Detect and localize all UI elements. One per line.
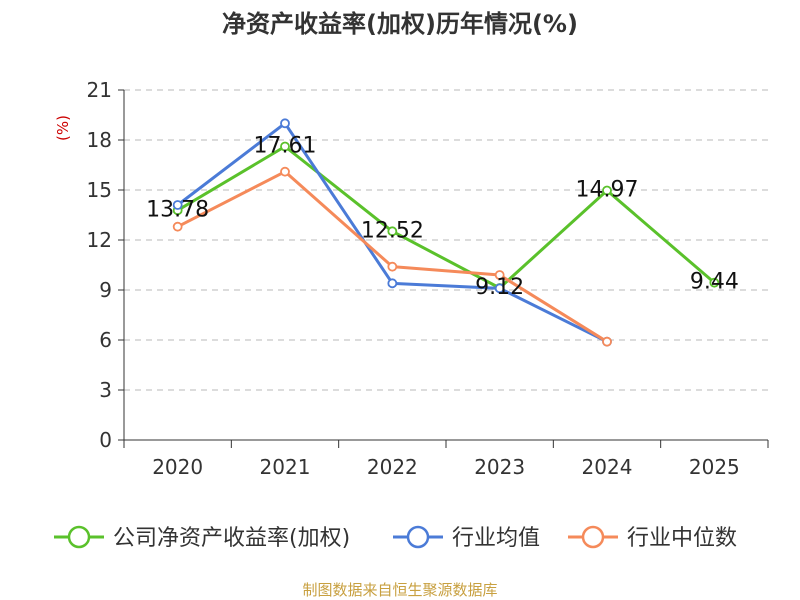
y-axis-unit-label: (%) [54,115,72,141]
legend[interactable]: 公司净资产收益率(加权) 行业均值 行业中位数 [54,525,737,551]
y-tick-label-21: 21 [87,78,112,102]
series-0-point-2024[interactable] [602,185,612,196]
x-tick-label-2025: 2025 [689,455,740,479]
data-labels: 13.78 17.61 12.52 9.12 14.97 9.44 [146,134,739,301]
series-1-point-2023[interactable] [494,283,505,294]
y-tick-label-18: 18 [87,128,112,152]
y-tick-label-6: 6 [99,328,112,352]
legend-marker-2 [581,525,605,549]
legend-item-2[interactable]: 行业中位数 [568,525,737,551]
x-tick-label-2023: 2023 [474,455,525,479]
legend-label-2: 行业中位数 [627,526,737,551]
legend-label-0: 公司净资产收益率(加权) [113,526,350,551]
data-label-2024: 14.97 [576,178,639,203]
y-tick-label-9: 9 [99,278,112,302]
series-2-point-2023[interactable] [494,270,505,280]
legend-label-1: 行业均值 [452,526,540,551]
data-source-note: 制图数据来自恒生聚源数据库 [302,581,497,599]
data-label-2023: 9.12 [475,275,524,300]
y-tick-label-3: 3 [99,378,112,402]
series-2-point-2021[interactable] [280,166,290,177]
legend-marker-1 [406,525,430,549]
data-label-2022: 12.52 [361,218,424,243]
series-2-point-2022[interactable] [387,261,398,272]
legend-item-0[interactable]: 公司净资产收益率(加权) [54,525,350,551]
y-tick-label-12: 12 [87,228,112,252]
legend-item-1[interactable]: 行业均值 [393,525,540,551]
y-tick-label-15: 15 [87,178,112,202]
x-tick-label-2021: 2021 [260,455,311,479]
data-label-2020: 13.78 [146,197,209,222]
series-2-point-2024[interactable] [602,336,612,347]
x-tick-label-2024: 2024 [582,455,633,479]
x-tick-label-2020: 2020 [152,455,203,479]
grid-lines [124,89,768,391]
series-1-point-2021[interactable] [280,118,290,129]
y-tick-label-0: 0 [99,428,112,452]
axes: 0 3 6 9 12 15 18 21 2020 2021 2022 2023 2024 2025 [87,78,769,479]
series-1-point-2022[interactable] [387,278,398,289]
chart-title: 净资产收益率(加权)历年情况(%) [222,10,578,38]
legend-marker-0 [67,525,91,549]
series-2-point-2020[interactable] [172,221,183,232]
series-lines [172,118,720,347]
data-label-2021: 17.61 [254,134,317,159]
x-tick-label-2022: 2022 [367,455,418,479]
series-0-point-2025[interactable] [709,277,720,288]
series-line-0 [176,145,716,290]
series-0-point-2021[interactable] [280,141,290,152]
series-0-point-2022[interactable] [387,226,398,237]
data-label-2025: 9.44 [690,270,739,295]
series-line-2 [176,170,608,343]
series-1-point-2020[interactable] [172,200,183,210]
